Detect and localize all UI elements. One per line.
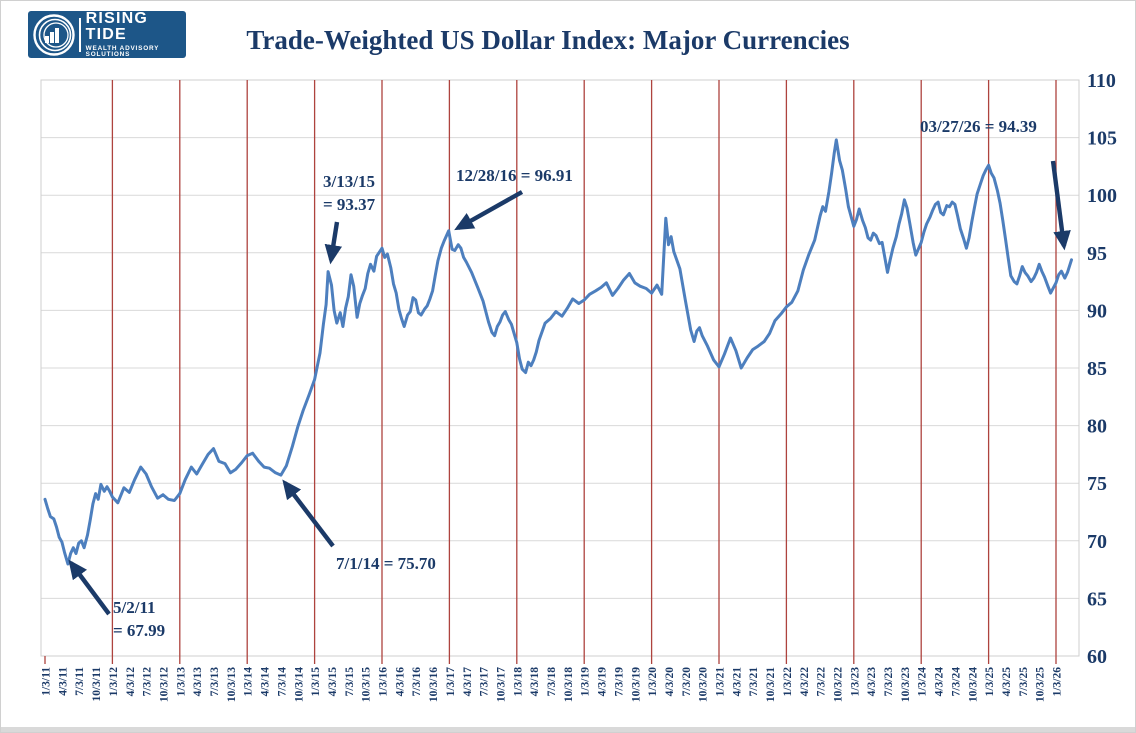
x-tick-label: 10/3/17 <box>495 667 507 702</box>
chart-annotation: 03/27/26 = 94.39 <box>920 117 1037 136</box>
plot-border <box>40 79 1080 657</box>
x-tick-label: 1/3/17 <box>445 667 457 697</box>
chart-annotation: 7/1/14 = 75.70 <box>336 554 436 573</box>
rising-tide-emblem-icon <box>33 13 75 56</box>
x-tick-label: 10/3/16 <box>428 667 440 702</box>
x-tick-label: 10/3/22 <box>832 667 844 702</box>
annotation-arrow <box>1050 160 1071 251</box>
chart-title: Trade-Weighted US Dollar Index: Major Cu… <box>246 25 850 55</box>
x-tick-label: 10/3/20 <box>698 667 710 702</box>
x-tick-label: 4/3/16 <box>394 667 406 697</box>
annotation-arrow <box>68 559 111 616</box>
x-tick-label: 10/3/24 <box>967 667 979 702</box>
x-tick-label: 1/3/20 <box>647 667 659 697</box>
x-tick-label: 7/3/22 <box>816 667 828 697</box>
x-tick-label: 4/3/17 <box>462 667 474 697</box>
x-tick-label: 1/3/19 <box>580 667 592 697</box>
x-tick-label: 1/3/11 <box>41 667 53 696</box>
x-tick-label: 1/3/12 <box>108 667 120 697</box>
brand-logo: RISING TIDE WEALTH ADVISORY SOLUTIONS <box>28 9 186 59</box>
x-tick-label: 4/3/18 <box>529 667 541 697</box>
x-tick-label: 10/3/13 <box>226 667 238 702</box>
dollar-index-line <box>43 138 1073 566</box>
x-tick-label: 4/3/14 <box>260 667 272 697</box>
x-tick-label: 10/3/14 <box>293 667 305 702</box>
x-tick-label: 7/3/24 <box>950 667 962 697</box>
x-tick-label: 1/3/14 <box>243 667 255 697</box>
x-tick-label: 7/3/14 <box>276 667 288 697</box>
x-tick-label: 7/3/11 <box>74 667 86 696</box>
x-tick-label: 7/3/17 <box>479 667 491 697</box>
brand-tagline: WEALTH ADVISORY SOLUTIONS <box>85 44 160 58</box>
x-tick-label: 1/3/26 <box>1052 667 1064 697</box>
y-tick-label: 100 <box>1087 185 1117 207</box>
logo-divider <box>79 17 81 52</box>
chart-annotation: 5/2/11 = 67.99 <box>113 598 166 641</box>
x-tick-label: 1/3/21 <box>715 667 727 697</box>
x-tick-label: 1/3/22 <box>782 667 794 697</box>
x-tick-label: 10/3/18 <box>563 667 575 702</box>
x-tick-label: 4/3/15 <box>327 667 339 697</box>
x-tick-label: 1/3/25 <box>984 667 996 697</box>
x-tick-label: 7/3/21 <box>748 667 760 697</box>
y-tick-label: 65 <box>1087 588 1107 610</box>
chart-annotation: 12/28/16 = 96.91 <box>456 166 573 185</box>
y-tick-label: 95 <box>1087 243 1107 265</box>
x-tick-label: 7/3/12 <box>142 667 154 697</box>
y-tick-label: 70 <box>1087 531 1107 553</box>
x-tick-label: 4/3/24 <box>934 667 946 697</box>
x-tick-label: 10/3/23 <box>900 667 912 702</box>
y-tick-label: 85 <box>1087 358 1107 380</box>
x-tick-label: 10/3/21 <box>765 667 777 702</box>
x-tick-label: 10/3/15 <box>361 667 373 702</box>
x-tick-label: 4/3/13 <box>192 667 204 697</box>
annotation-arrow <box>282 479 335 548</box>
x-tick-label: 4/3/20 <box>664 667 676 697</box>
x-tick-label: 10/3/12 <box>158 667 170 702</box>
bottom-edge <box>1 727 1135 732</box>
y-tick-label: 60 <box>1087 646 1107 668</box>
x-tick-label: 10/3/11 <box>91 667 103 702</box>
x-tick-label: 4/3/12 <box>125 667 137 697</box>
x-tick-label: 1/3/23 <box>849 667 861 697</box>
y-tick-label: 75 <box>1087 473 1107 495</box>
x-tick-label: 4/3/11 <box>57 667 69 696</box>
x-tick-label: 7/3/23 <box>883 667 895 697</box>
x-tick-label: 7/3/13 <box>209 667 221 697</box>
y-tick-label: 90 <box>1087 300 1107 322</box>
logo-text: RISING TIDE WEALTH ADVISORY SOLUTIONS <box>85 9 186 59</box>
x-tick-label: 7/3/15 <box>344 667 356 697</box>
x-tick-label: 7/3/16 <box>411 667 423 697</box>
annotation-arrow <box>324 221 343 265</box>
chart-annotation: 3/13/15 = 93.37 <box>323 172 376 215</box>
brand-name: RISING TIDE <box>85 9 148 43</box>
x-tick-label: 1/3/24 <box>917 667 929 697</box>
x-tick-label: 4/3/23 <box>866 667 878 697</box>
x-tick-label: 1/3/16 <box>378 667 390 697</box>
x-tick-label: 1/3/15 <box>310 667 322 697</box>
x-tick-label: 7/3/20 <box>681 667 693 697</box>
annotation-arrow <box>454 190 524 231</box>
y-tick-label: 105 <box>1087 128 1117 150</box>
x-tick-label: 7/3/25 <box>1018 667 1030 697</box>
y-tick-label: 110 <box>1087 70 1116 92</box>
x-tick-label: 1/3/18 <box>512 667 524 697</box>
x-tick-label: 4/3/21 <box>731 667 743 697</box>
x-tick-label: 7/3/18 <box>546 667 558 697</box>
x-tick-label: 10/3/19 <box>630 667 642 702</box>
x-tick-label: 4/3/25 <box>1001 667 1013 697</box>
x-tick-label: 1/3/13 <box>175 667 187 697</box>
y-tick-label: 80 <box>1087 416 1107 438</box>
x-tick-label: 7/3/19 <box>613 667 625 697</box>
x-tick-label: 4/3/22 <box>799 667 811 697</box>
x-tick-label: 10/3/25 <box>1035 667 1047 702</box>
x-tick-label: 4/3/19 <box>597 667 609 697</box>
